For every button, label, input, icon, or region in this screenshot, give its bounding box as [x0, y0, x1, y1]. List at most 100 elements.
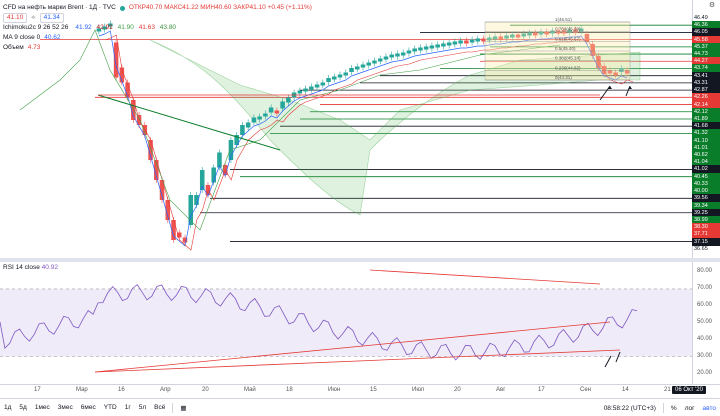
candle-body: [182, 237, 188, 243]
volume-row[interactable]: Объем 4.73: [3, 43, 312, 53]
candle-body: [469, 39, 475, 43]
market-open-icon: [119, 5, 125, 11]
price-axis-label: 41.01: [692, 143, 720, 152]
range-button[interactable]: 5л: [138, 404, 147, 411]
candle-body: [578, 28, 584, 32]
trend-line: [97, 94, 281, 151]
ma-line: [98, 30, 628, 247]
bottom-toolbar: 1д 5д 1мес 3мес 6мес YTD 1г 5л Всё ▦ 08:58:22 (U…: [0, 398, 720, 416]
ma-label: MA 9 close 0: [3, 34, 41, 41]
price-axis-label: 44.73: [692, 50, 720, 59]
range-button[interactable]: 1д: [4, 404, 12, 411]
range-button[interactable]: 1г: [124, 404, 131, 411]
candle-body: [372, 60, 377, 64]
candle-body: [435, 44, 440, 48]
legend-title-row: CFD на нефть марки Brent · 1Д · TVC ОТКР…: [3, 3, 312, 13]
price-chart-svg[interactable]: 1(46.51) 0.764(45.99) 0.618(45.67) 0.5(45.4…: [0, 0, 692, 258]
fib-level-label: 0.618(45.67): [555, 36, 581, 41]
candle-body: [96, 28, 102, 32]
candle-body: [584, 34, 590, 42]
candle-body: [561, 30, 567, 34]
date-range-icon[interactable]: ▦: [180, 404, 187, 412]
candle-body: [194, 195, 199, 205]
candle-body: [320, 82, 326, 86]
price-axis-label: 46.36: [692, 21, 720, 30]
candle-body: [188, 195, 194, 225]
ichimoku-value: 41.90: [117, 24, 134, 31]
range-button[interactable]: 5д: [19, 404, 27, 411]
candle-body: [400, 52, 406, 56]
range-button[interactable]: 1мес: [34, 404, 50, 411]
time-cursor-label: 06 Окт '20: [672, 386, 706, 394]
price-axis[interactable]: 46.49 46.36 46.05 45.58 45.37 44.73 44.27 43.74…: [692, 0, 720, 258]
candle-body: [326, 78, 331, 82]
symbol-title[interactable]: CFD на нефть марки Brent · 1Д · TVC: [3, 4, 116, 11]
price-axis-label: 39.25: [692, 208, 720, 217]
rsi-trend-line: [94, 349, 621, 373]
rsi-line: [0, 284, 638, 361]
candle-body: [423, 46, 429, 50]
range-button[interactable]: Всё: [154, 404, 166, 411]
settings-gear-icon[interactable]: ⚙: [708, 2, 716, 9]
rsi-trend-line: [94, 321, 611, 373]
time-axis-label: 17: [538, 387, 545, 393]
candle-body: [245, 122, 251, 128]
candle-body: [590, 44, 595, 56]
candle-body: [504, 35, 509, 39]
price-axis-label: 41.68: [692, 122, 720, 131]
rsi-axis-label: 80.00: [697, 268, 713, 274]
time-axis-label: Мар: [76, 387, 88, 393]
time-axis-label: 17: [34, 387, 41, 393]
candle-body: [515, 34, 521, 38]
auto-toggle[interactable]: авто: [702, 404, 716, 412]
candle-body: [464, 40, 469, 44]
rsi-band: [0, 288, 692, 357]
price-axis-label: 37.15: [692, 237, 720, 246]
price-axis-label: 36.65: [694, 245, 708, 252]
ichimoku-row[interactable]: Ichimoku2c 9 26 52 26 41.92 42.91 41.90 …: [3, 23, 312, 33]
ma-value: 40.62: [44, 34, 61, 41]
rsi-legend[interactable]: RSI 14 close 40.92: [3, 264, 58, 271]
price-axis-label: 43.74: [692, 64, 720, 73]
time-axis-label: 15: [370, 387, 377, 393]
rsi-axis-label: 40.00: [697, 335, 713, 342]
range-button[interactable]: 6мес: [80, 404, 96, 411]
rsi-axis[interactable]: 80.00 70.00 60.00 50.00 40.00 30.00 20.00: [692, 262, 720, 384]
clock-time[interactable]: 08:58:22 (UTC+3): [603, 404, 656, 412]
candle-body: [441, 43, 446, 47]
sell-button[interactable]: 41.10: [3, 13, 28, 23]
fib-level-label: 0(44.31): [555, 75, 572, 80]
ichimoku-value: 41.63: [138, 24, 155, 31]
rsi-chart-svg[interactable]: [0, 262, 692, 384]
range-button[interactable]: YTD: [103, 404, 117, 411]
price-axis-label: 40.00: [692, 187, 720, 196]
fib-level-label: 1(46.51): [555, 17, 572, 22]
range-button[interactable]: 3мес: [57, 404, 73, 411]
buy-button[interactable]: 41.34: [39, 13, 64, 23]
time-axis-label: 14: [622, 387, 629, 393]
bottom-toolbar-right: 08:58:22 (UTC+3) % лог авто: [600, 399, 720, 416]
candle-body: [406, 50, 412, 54]
price-axis-label: 41.10: [692, 136, 720, 145]
time-axis[interactable]: 17 Мар 16 Апр 20 Май 18 Июн 15 Июл 20 Авг 17 Сен 14 21 0…: [0, 384, 720, 398]
price-axis-label: 46.05: [692, 28, 720, 37]
time-axis-label: 20: [202, 387, 209, 393]
main-price-pane[interactable]: 1(46.51) 0.764(45.99) 0.618(45.67) 0.5(45.4…: [0, 0, 692, 258]
rsi-value: 40.92: [41, 264, 58, 271]
candle-body: [601, 66, 607, 74]
pane-divider[interactable]: [0, 258, 720, 262]
price-axis-label: 42.26: [692, 93, 720, 102]
top-right-controls: ⚙: [706, 0, 720, 10]
ma-row[interactable]: MA 9 close 0 40.62: [3, 33, 312, 43]
rsi-axis-label: 70.00: [697, 284, 713, 291]
annotation-arrow: [599, 85, 611, 101]
rsi-pane[interactable]: [0, 262, 692, 384]
log-toggle[interactable]: лог: [684, 404, 695, 412]
volume-label: Объем: [3, 44, 24, 51]
price-axis-label: 37.71: [692, 230, 720, 239]
candle-body: [303, 88, 308, 92]
percent-toggle[interactable]: %: [670, 404, 677, 412]
candle-body: [521, 33, 527, 37]
candle-body: [607, 70, 613, 74]
